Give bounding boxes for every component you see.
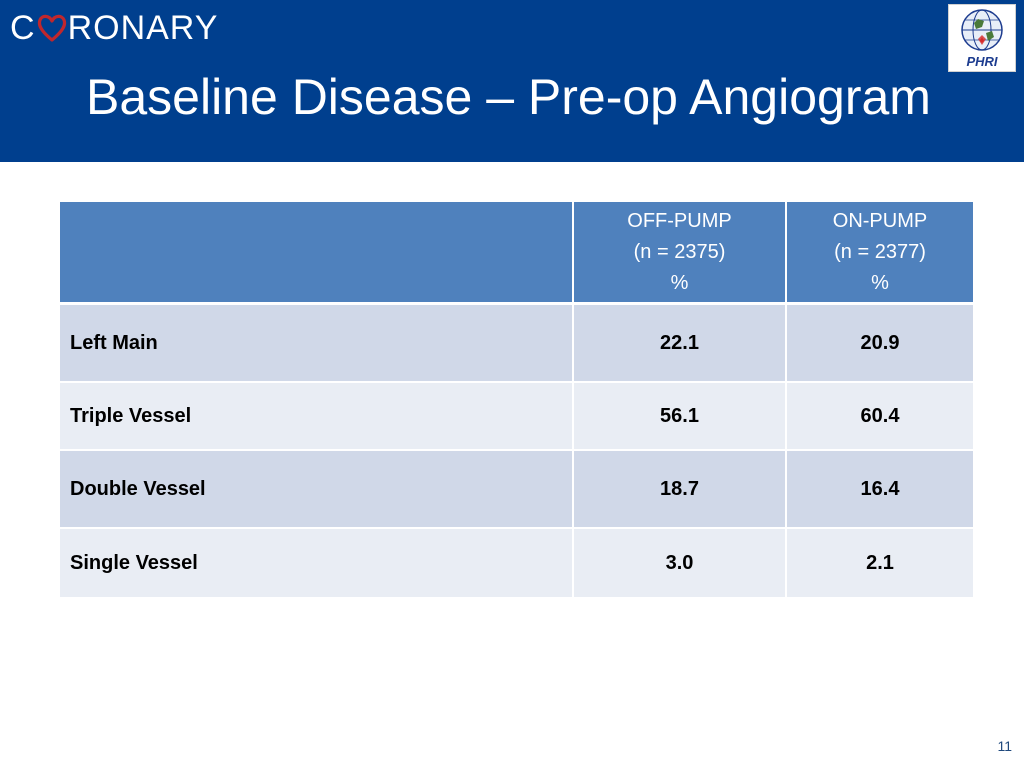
brand-text-left: C [10, 9, 36, 47]
table-row: Double Vessel 18.7 16.4 [60, 450, 973, 529]
off-pump-value: 18.7 [573, 450, 787, 529]
row-label: Triple Vessel [60, 382, 574, 451]
logo-text: PHRI [966, 54, 998, 69]
off-pump-unit: % [670, 271, 689, 294]
on-pump-value: 60.4 [786, 382, 973, 451]
header-cell-on-pump: ON-PUMP (n = 2377) % [786, 202, 973, 305]
on-pump-n: (n = 2377) [834, 240, 926, 263]
table-row: Single Vessel 3.0 2.1 [60, 528, 973, 599]
off-pump-label: OFF-PUMP [627, 209, 732, 232]
on-pump-value: 16.4 [786, 450, 973, 529]
header-cell-empty [60, 202, 574, 305]
table-header-row: OFF-PUMP (n = 2375) % ON-PUMP (n = 2377)… [60, 202, 973, 305]
slide-title: Baseline Disease – Pre-op Angiogram [86, 69, 931, 125]
phri-logo: PHRI [948, 4, 1016, 72]
off-pump-value: 3.0 [573, 528, 787, 599]
brand-text-right: RONARY [67, 9, 219, 47]
on-pump-unit: % [871, 271, 889, 294]
off-pump-value: 56.1 [573, 382, 787, 451]
row-label: Double Vessel [60, 450, 574, 529]
row-label: Left Main [60, 303, 574, 383]
on-pump-value: 2.1 [786, 528, 973, 599]
header-cell-off-pump: OFF-PUMP (n = 2375) % [573, 202, 787, 305]
heart-icon [37, 14, 66, 42]
table-row: Left Main 22.1 20.9 [60, 303, 973, 383]
off-pump-value: 22.1 [573, 303, 787, 383]
on-pump-label: ON-PUMP [832, 209, 928, 232]
coronary-brand: C RONARY [10, 8, 218, 48]
table-row: Triple Vessel 56.1 60.4 [60, 382, 973, 451]
slide-header: C RONARY Baseline Disease – Pre-op Angio… [0, 0, 1024, 162]
row-label: Single Vessel [60, 528, 574, 599]
on-pump-value: 20.9 [786, 303, 973, 383]
globe-icon [961, 9, 1003, 51]
page-number: 11 [997, 738, 1012, 754]
off-pump-n: (n = 2375) [633, 240, 726, 263]
baseline-disease-table: OFF-PUMP (n = 2375) % ON-PUMP (n = 2377)… [60, 202, 973, 599]
